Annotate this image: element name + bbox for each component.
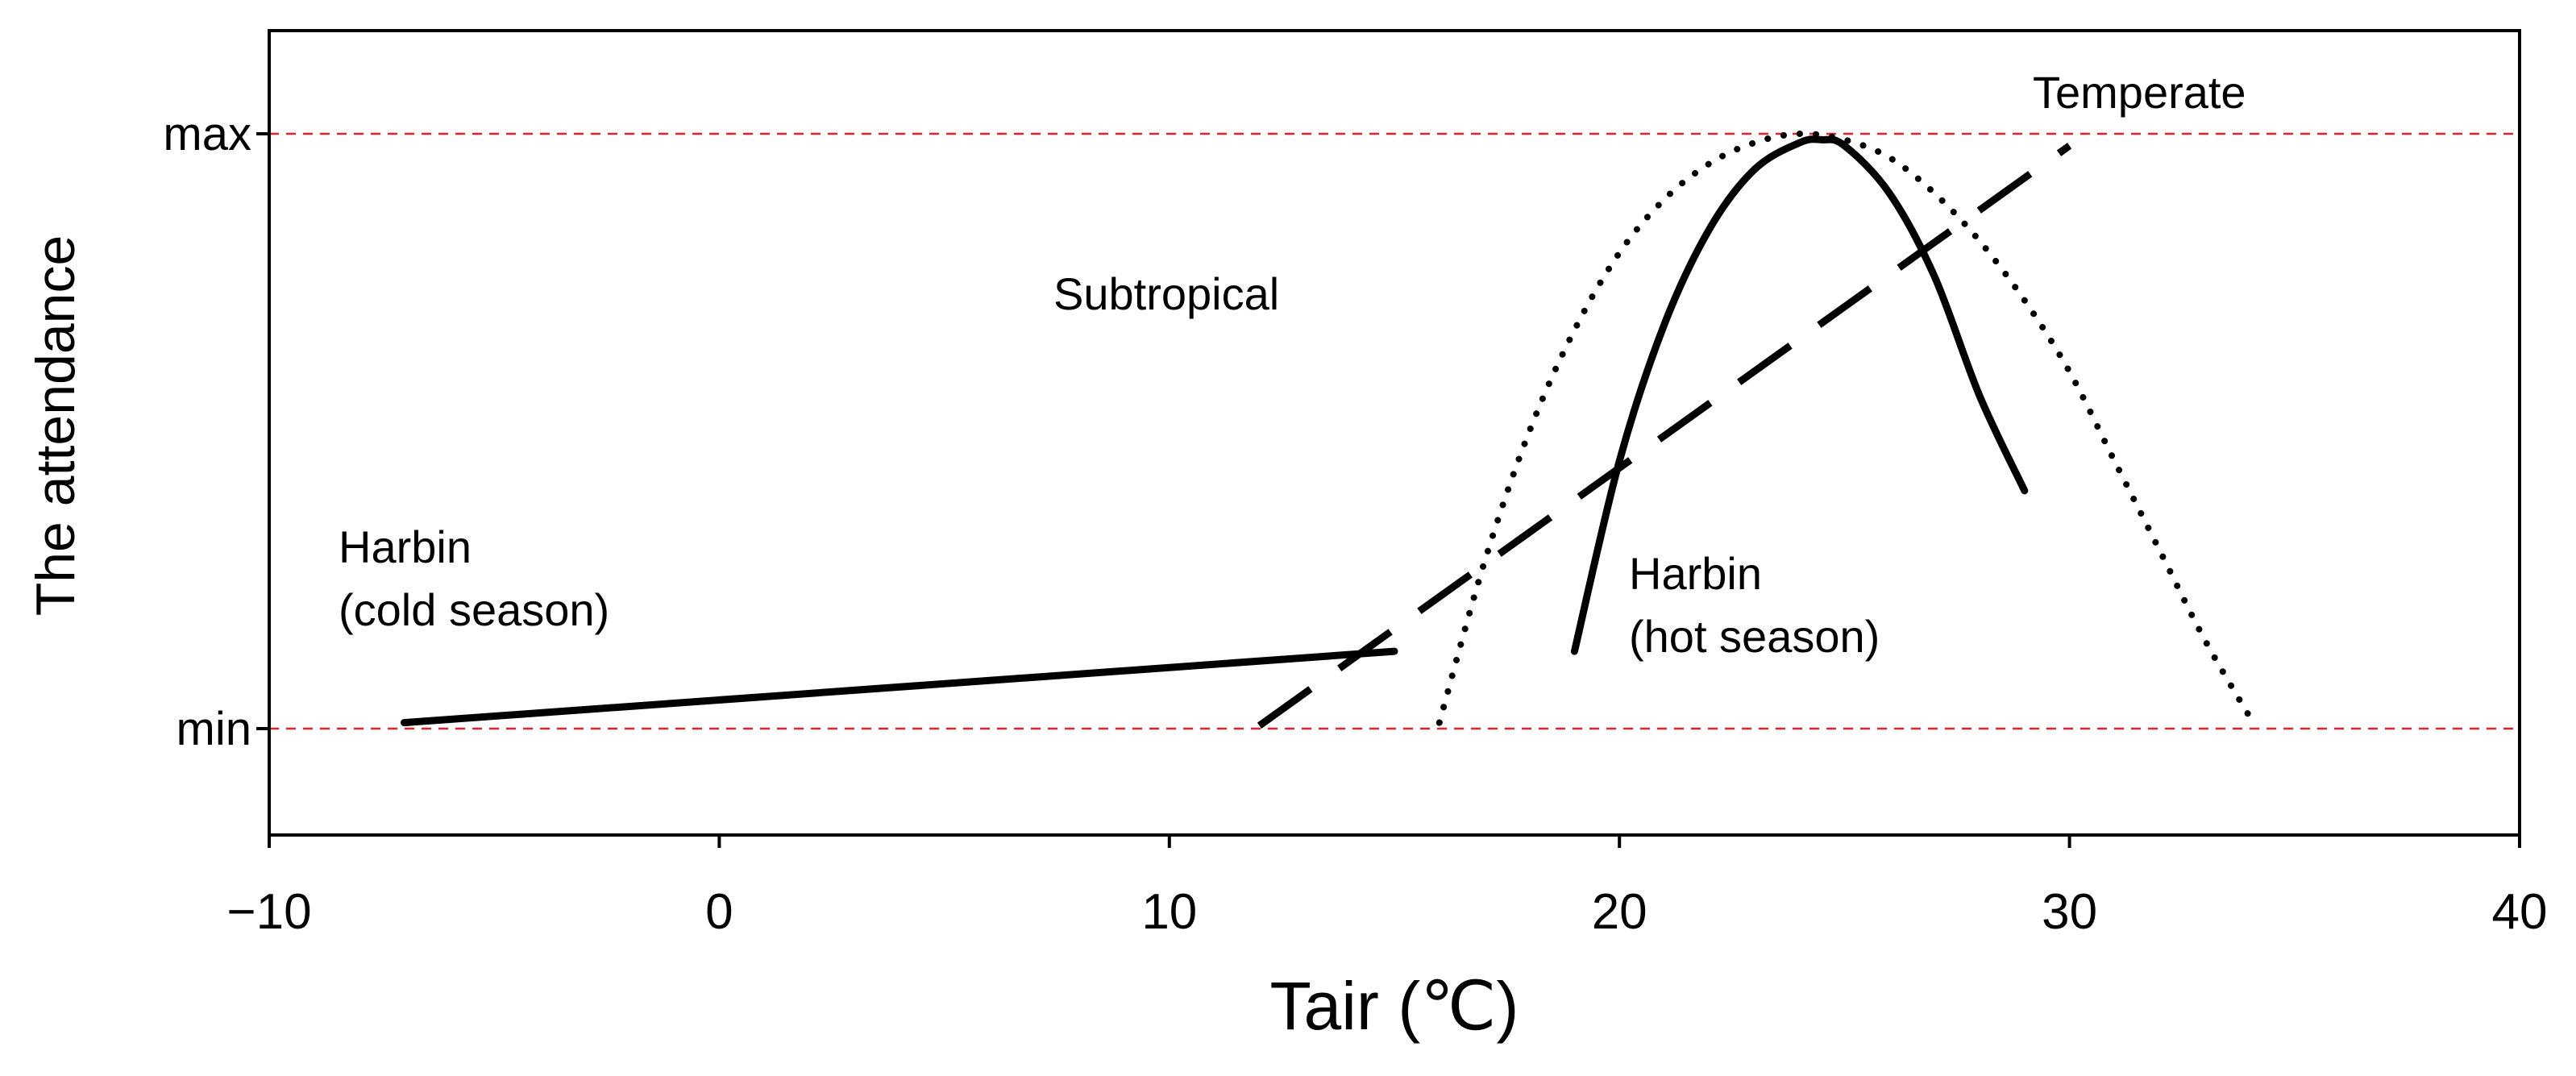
annotation-harbin-hot-line2: (hot season) <box>1629 611 1880 662</box>
y-axis-title: The attendance <box>25 235 86 617</box>
x-tick-label: 10 <box>1141 884 1197 940</box>
x-axis-ticks: −10 0 10 20 30 40 <box>226 835 2547 940</box>
series-line-subtropical <box>1435 130 2253 726</box>
x-tick-label: 20 <box>1592 884 1647 940</box>
annotation-harbin-cold-line1: Harbin <box>339 521 472 572</box>
series-layer <box>401 130 2253 729</box>
y-tick-label-max: max <box>163 108 251 160</box>
annotation-harbin-hot-line1: Harbin <box>1629 548 1762 599</box>
x-tick-label: −10 <box>226 884 311 940</box>
plot-frame <box>268 29 2521 837</box>
y-axis-ticks: min max <box>163 108 269 755</box>
annotation-subtropical: Subtropical <box>1053 268 1279 319</box>
y-tick-label-min: min <box>177 703 251 755</box>
x-tick-label: 40 <box>2492 884 2548 940</box>
annotation-harbin-cold-line2: (cold season) <box>339 584 609 635</box>
series-line-harbin-hot-season <box>1570 135 2029 655</box>
x-tick-label: 30 <box>2042 884 2097 940</box>
annotation-temperate: Temperate <box>2033 67 2246 118</box>
reference-lines <box>269 132 2520 730</box>
x-tick-label: 0 <box>705 884 733 940</box>
series-line-harbin-cold-season <box>401 647 1398 727</box>
annotations: Harbin (cold season) Subtropical Tempera… <box>339 67 2246 662</box>
series-line-temperate <box>1257 143 2072 729</box>
x-axis-title: Tair (℃) <box>1270 968 1519 1044</box>
